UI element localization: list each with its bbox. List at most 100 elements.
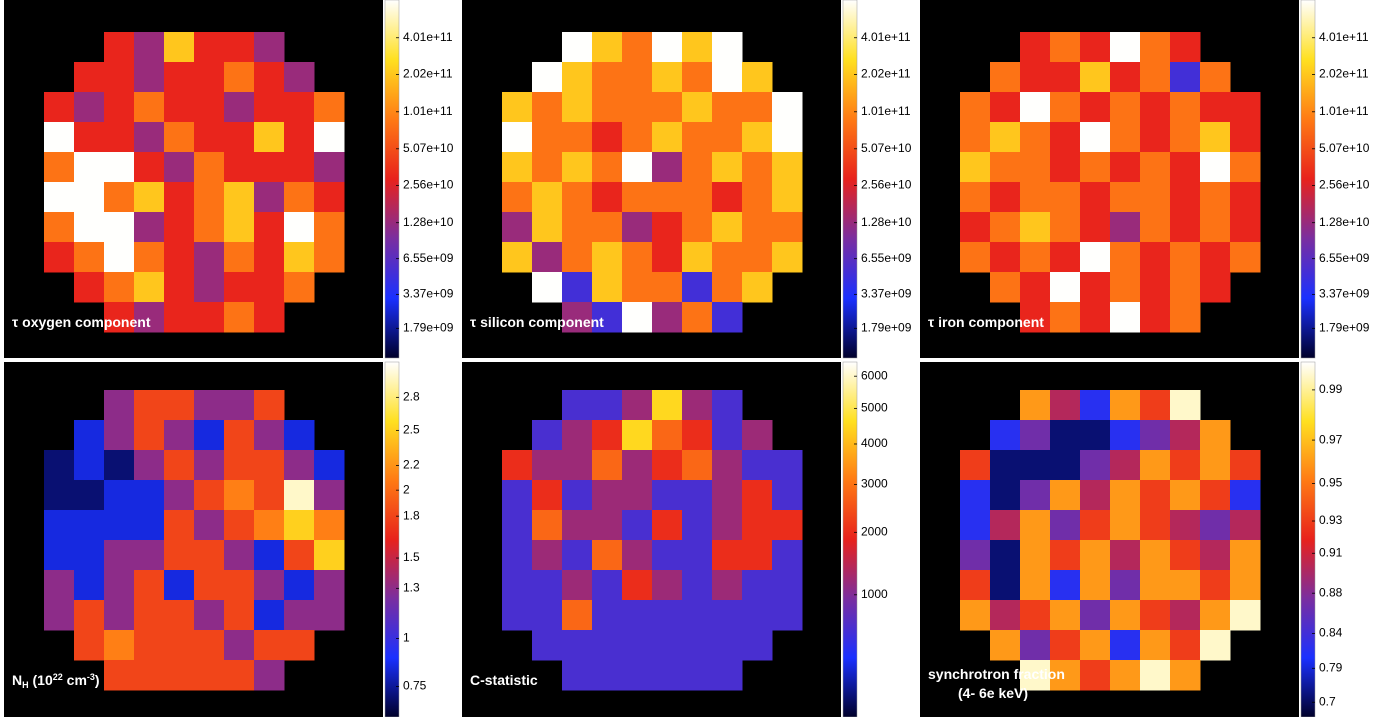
heatmap-cell bbox=[622, 600, 653, 631]
heatmap-cell bbox=[622, 122, 653, 153]
colorbar-tick-label: 2.56e+10 bbox=[403, 178, 454, 192]
heatmap-cell bbox=[532, 540, 563, 571]
heatmap-cell bbox=[44, 92, 75, 123]
heatmap-cell bbox=[104, 122, 135, 153]
heatmap-cell bbox=[104, 660, 135, 691]
heatmap-cell bbox=[622, 212, 653, 243]
heatmap-cell bbox=[592, 242, 623, 273]
heatmap-cell bbox=[990, 510, 1021, 541]
heatmap-cell bbox=[772, 242, 803, 273]
heatmap-cell bbox=[742, 182, 773, 213]
heatmap-cell bbox=[682, 92, 713, 123]
heatmap-cell bbox=[164, 570, 195, 601]
heatmap-cell bbox=[592, 272, 623, 303]
heatmap-cell bbox=[254, 302, 285, 333]
heatmap-cell bbox=[1200, 182, 1231, 213]
heatmap-cell bbox=[1140, 600, 1171, 631]
heatmap-cell bbox=[284, 420, 315, 451]
heatmap-cell bbox=[1110, 32, 1141, 63]
heatmap-cell bbox=[74, 450, 105, 481]
heatmap-cell bbox=[990, 420, 1021, 451]
heatmap-cell bbox=[1230, 480, 1261, 511]
heatmap-cell bbox=[1200, 570, 1231, 601]
heatmap-cell bbox=[502, 450, 533, 481]
heatmap-cell bbox=[134, 420, 165, 451]
heatmap-cell bbox=[960, 570, 991, 601]
heatmap-cell bbox=[1080, 570, 1111, 601]
heatmap-cell bbox=[1170, 390, 1201, 421]
heatmap-cell bbox=[284, 480, 315, 511]
heatmap-cell bbox=[104, 92, 135, 123]
heatmap-cell bbox=[1080, 92, 1111, 123]
heatmap-cell bbox=[592, 630, 623, 661]
heatmap-cell bbox=[74, 480, 105, 511]
heatmap-cell bbox=[502, 510, 533, 541]
heatmap-cell bbox=[1050, 630, 1081, 661]
heatmap-cell bbox=[284, 62, 315, 93]
heatmap-cell bbox=[1110, 420, 1141, 451]
colorbar-tick-label: 1.79e+09 bbox=[403, 320, 454, 334]
heatmap-cell bbox=[224, 182, 255, 213]
heatmap-cell bbox=[44, 540, 75, 571]
heatmap-cell bbox=[990, 450, 1021, 481]
heatmap-cell bbox=[622, 510, 653, 541]
heatmap-cell bbox=[1020, 152, 1051, 183]
heatmap-cell bbox=[224, 480, 255, 511]
heatmap-cell bbox=[224, 390, 255, 421]
heatmap-cell bbox=[1110, 660, 1141, 691]
heatmap-cell bbox=[1020, 182, 1051, 213]
panel-title-part: (10 bbox=[29, 672, 53, 688]
heatmap-cell bbox=[1200, 480, 1231, 511]
heatmap-cell bbox=[1200, 62, 1231, 93]
heatmap-cell bbox=[652, 570, 683, 601]
heatmap-cell bbox=[1110, 630, 1141, 661]
heatmap-cell bbox=[224, 420, 255, 451]
heatmap-cell bbox=[104, 390, 135, 421]
heatmap-cell bbox=[1110, 480, 1141, 511]
heatmap-cell bbox=[1080, 302, 1111, 333]
heatmap-cell bbox=[164, 540, 195, 571]
heatmap-cell bbox=[742, 152, 773, 183]
heatmap-cell bbox=[682, 510, 713, 541]
heatmap-cell bbox=[1140, 420, 1171, 451]
heatmap-cell bbox=[164, 420, 195, 451]
colorbar-tick-label: 1.28e+10 bbox=[1319, 215, 1370, 229]
heatmap-cell bbox=[562, 420, 593, 451]
heatmap-cell bbox=[742, 62, 773, 93]
heatmap-cell bbox=[1170, 182, 1201, 213]
heatmap-cell bbox=[772, 92, 803, 123]
heatmap-cell bbox=[224, 630, 255, 661]
heatmap-cell bbox=[990, 540, 1021, 571]
heatmap-cell bbox=[592, 510, 623, 541]
heatmap-cell bbox=[284, 152, 315, 183]
heatmap-cell bbox=[224, 450, 255, 481]
panel-title: (4- 6e keV) bbox=[958, 685, 1028, 701]
heatmap-cell bbox=[502, 92, 533, 123]
heatmap-cell bbox=[712, 660, 743, 691]
heatmap-cell bbox=[532, 242, 563, 273]
heatmap-cell bbox=[164, 600, 195, 631]
heatmap-cell bbox=[592, 32, 623, 63]
heatmap-cell bbox=[532, 630, 563, 661]
heatmap-cell bbox=[104, 450, 135, 481]
heatmap-cell bbox=[194, 420, 225, 451]
heatmap-cell bbox=[772, 182, 803, 213]
heatmap-cell bbox=[254, 510, 285, 541]
colorbar-tick-label: 1.79e+09 bbox=[861, 320, 912, 334]
heatmap-cell bbox=[622, 272, 653, 303]
heatmap-cell bbox=[1200, 272, 1231, 303]
heatmap-cell bbox=[682, 152, 713, 183]
heatmap-cell bbox=[164, 182, 195, 213]
heatmap-cell bbox=[1110, 390, 1141, 421]
heatmap-cell bbox=[742, 630, 773, 661]
heatmap-cell bbox=[134, 242, 165, 273]
heatmap-cell bbox=[960, 600, 991, 631]
panel-title-part: N bbox=[12, 672, 22, 688]
heatmap-cell bbox=[1200, 450, 1231, 481]
heatmap-cell bbox=[134, 630, 165, 661]
heatmap-cell bbox=[1020, 272, 1051, 303]
colorbar-tick-label: 0.79 bbox=[1319, 660, 1343, 674]
colorbar-tick-label: 6000 bbox=[861, 368, 888, 382]
heatmap-cell bbox=[194, 122, 225, 153]
heatmap-cell bbox=[622, 630, 653, 661]
